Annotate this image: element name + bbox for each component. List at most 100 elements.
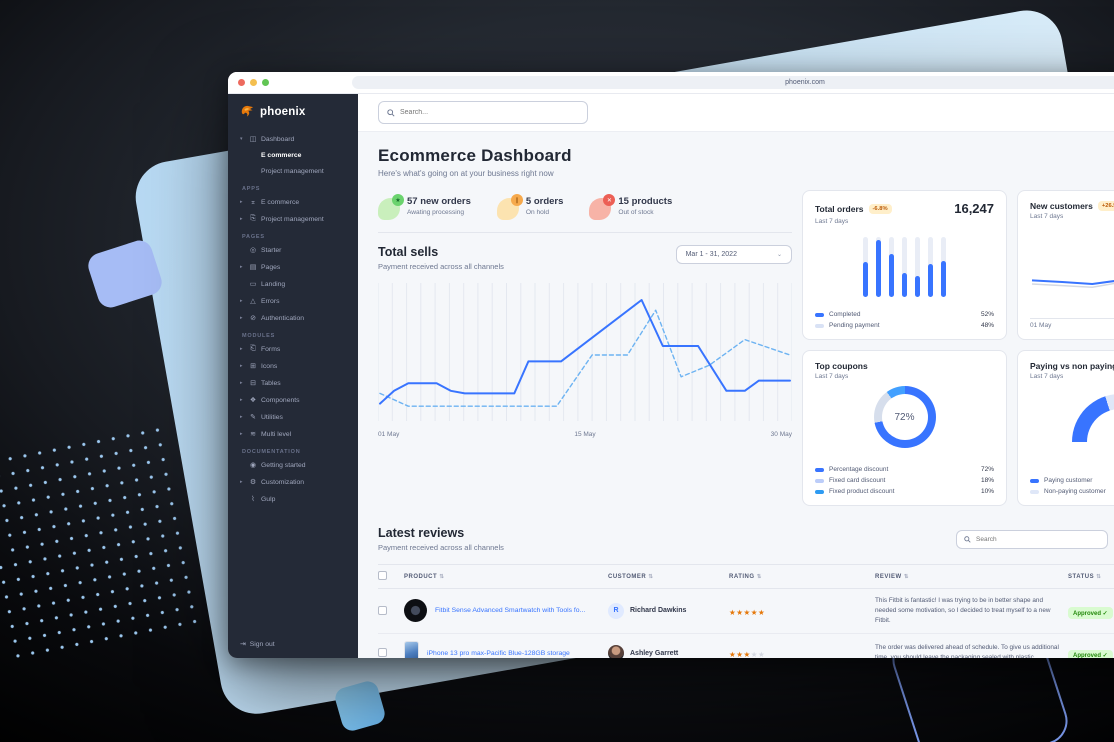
legend-label: Pending payment — [829, 322, 880, 329]
order-bar-fill — [902, 273, 907, 297]
stat-awating-processing: ★ 57 new orders Awating processing — [378, 194, 471, 220]
sidebar-item-authentication[interactable]: ▸ ⊘ Authentication — [240, 314, 358, 323]
total-orders-title: Total orders — [815, 203, 864, 214]
sidebar-item-icons[interactable]: ▸ ⊞ Icons — [240, 362, 358, 371]
sort-icon[interactable]: ⇅ — [439, 573, 445, 580]
sort-icon[interactable]: ⇅ — [903, 573, 909, 580]
row-checkbox[interactable] — [378, 605, 387, 615]
column-header-rating[interactable]: RATING ⇅ — [729, 564, 875, 589]
cell-rating: ★★★★★ — [729, 588, 875, 634]
pause-blob-icon: ∥ — [496, 194, 523, 220]
reviews-search-input[interactable] — [976, 536, 1100, 543]
gulp-icon: ⌇ — [251, 496, 255, 503]
legend-swatch — [815, 467, 824, 472]
sidebar-item-label: Pages — [261, 263, 281, 271]
new-customers-chart: 01 May — [1030, 249, 1114, 329]
stat-text: 57 new orders Awating processing — [407, 196, 471, 216]
sort-icon[interactable]: ⇅ — [1096, 573, 1102, 580]
search-icon — [964, 536, 971, 543]
sidebar-item-project-management[interactable]: Project management — [240, 168, 358, 175]
sidebar-item-getting-started[interactable]: ◉ Getting started — [240, 461, 358, 470]
chevron-down-icon: ⌄ — [776, 252, 782, 258]
sidebar-item-dashboard[interactable]: ▾ ◫ Dashboard — [240, 135, 358, 144]
column-header-product[interactable]: PRODUCT ⇅ — [404, 564, 608, 589]
sidebar-item-starter[interactable]: ◎ Starter — [240, 246, 358, 255]
url-bar[interactable]: phoenix.com — [352, 76, 1114, 89]
monitor-icon: ▭ — [249, 281, 257, 288]
sign-out-button[interactable]: ⇥ Sign out — [240, 640, 275, 649]
column-header-checkbox — [378, 564, 404, 589]
pages-icon: ▤ — [249, 264, 257, 271]
column-header-status[interactable]: STATUS ⇅ — [1068, 564, 1114, 589]
sidebar-item-tables[interactable]: ▸ ⊟ Tables — [240, 379, 358, 388]
row-checkbox[interactable] — [378, 648, 387, 658]
sort-icon[interactable]: ⇅ — [756, 573, 762, 580]
phoenix-logo[interactable]: phoenix — [240, 104, 358, 119]
sign-out-label: Sign out — [249, 640, 275, 648]
column-header-review[interactable]: REVIEW ⇅ — [875, 564, 1068, 589]
sidebar-item-customization[interactable]: ▸ ⚙ Customization — [240, 478, 358, 487]
topbar-search[interactable] — [378, 101, 588, 124]
sidebar-item-gulp[interactable]: ⌇ Gulp — [240, 495, 358, 504]
sidebar-item-multi-level[interactable]: ▸ ≋ Multi level — [240, 430, 358, 439]
order-bar — [915, 237, 920, 297]
latest-reviews-title: Latest reviews — [378, 526, 465, 540]
sidebar-item-errors[interactable]: ▸ △ Errors — [240, 297, 358, 306]
minimize-window-icon[interactable] — [250, 79, 257, 86]
cell-customer: Ashley Garrett — [608, 633, 729, 658]
sidebar-item-project-management[interactable]: ▸ ⎘ Project management — [240, 215, 358, 223]
sidebar-section-label: APPS — [242, 186, 261, 192]
cell-customer: R Richard Dawkins — [608, 588, 729, 634]
legend-value: 72% — [980, 466, 994, 473]
sidebar-item-forms[interactable]: ▸ ⎗ Forms — [240, 345, 358, 353]
order-bar — [863, 237, 868, 297]
latest-reviews-subtitle: Payment received across all channels — [378, 543, 504, 552]
sidebar-item-label: Components — [261, 396, 300, 404]
logo-text: phoenix — [260, 105, 306, 118]
date-range-select[interactable]: Mar 1 - 31, 2022 ⌄ — [675, 245, 792, 264]
maximize-window-icon[interactable] — [262, 79, 269, 86]
star-icon: ★ — [757, 607, 766, 617]
stat-caption: On hold — [525, 209, 549, 216]
new-customers-x-axis: 01 May — [1030, 318, 1114, 329]
star-icon: ★ — [743, 650, 751, 658]
sidebar-item-label: Dashboard — [261, 135, 295, 143]
url-text: phoenix.com — [785, 79, 825, 86]
tables-icon: ⊟ — [250, 380, 256, 387]
legend-label: Percentage discount — [829, 466, 889, 473]
star-icon: ★ — [750, 650, 758, 658]
sidebar-item-utilities[interactable]: ▸ ✎ Utilities — [240, 413, 358, 422]
total-sells-chart: 01 May 15 May 30 May — [377, 283, 793, 438]
column-header-customer[interactable]: CUSTOMER ⇅ — [608, 564, 729, 589]
stat-value: 57 new orders — [407, 196, 471, 207]
legend-swatch — [815, 312, 824, 317]
sort-icon[interactable]: ⇅ — [648, 573, 654, 580]
select-all-checkbox[interactable] — [378, 571, 387, 580]
cell-status: Approved ✓ — [1068, 588, 1114, 634]
product-link[interactable]: iPhone 13 pro max-Pacific Blue-128GB sto… — [427, 649, 570, 657]
customer-cell: R Richard Dawkins — [608, 602, 725, 619]
page-subtitle: Here's what's going on at your business … — [378, 169, 554, 178]
new-customers-title: New customers — [1030, 201, 1093, 211]
new-customers-card: New customers +26.5% Last 7 days 01 May — [1017, 190, 1114, 340]
star-icon: ★ — [392, 194, 404, 206]
lock-icon: ⊘ — [250, 315, 256, 322]
caret-right-icon: ▸ — [240, 363, 243, 369]
total-sells-x-axis: 01 May 15 May 30 May — [378, 431, 792, 438]
total-orders-bar-chart — [815, 233, 994, 297]
top-coupons-legend: Percentage discount 72% Fixed card discoun… — [815, 462, 994, 495]
top-coupons-period: Last 7 days — [815, 373, 849, 380]
search-input[interactable] — [400, 109, 579, 116]
sidebar-item-components[interactable]: ▸ ❖ Components — [240, 396, 358, 405]
star-icon: ★ — [729, 650, 737, 658]
sidebar-item-label: Landing — [261, 280, 286, 288]
sidebar-item-pages[interactable]: ▸ ▤ Pages — [240, 263, 358, 272]
product-link[interactable]: Fitbit Sense Advanced Smartwatch with To… — [435, 607, 586, 615]
reviews-search[interactable] — [956, 530, 1108, 549]
sidebar-item-landing[interactable]: ▭ Landing — [240, 280, 358, 289]
product-image-iphone — [404, 640, 419, 658]
sidebar-item-e-commerce[interactable]: E commerce — [240, 152, 358, 159]
close-window-icon[interactable] — [238, 79, 245, 86]
sidebar-item-e-commerce[interactable]: ▸ ⌅ E commerce — [240, 198, 358, 207]
